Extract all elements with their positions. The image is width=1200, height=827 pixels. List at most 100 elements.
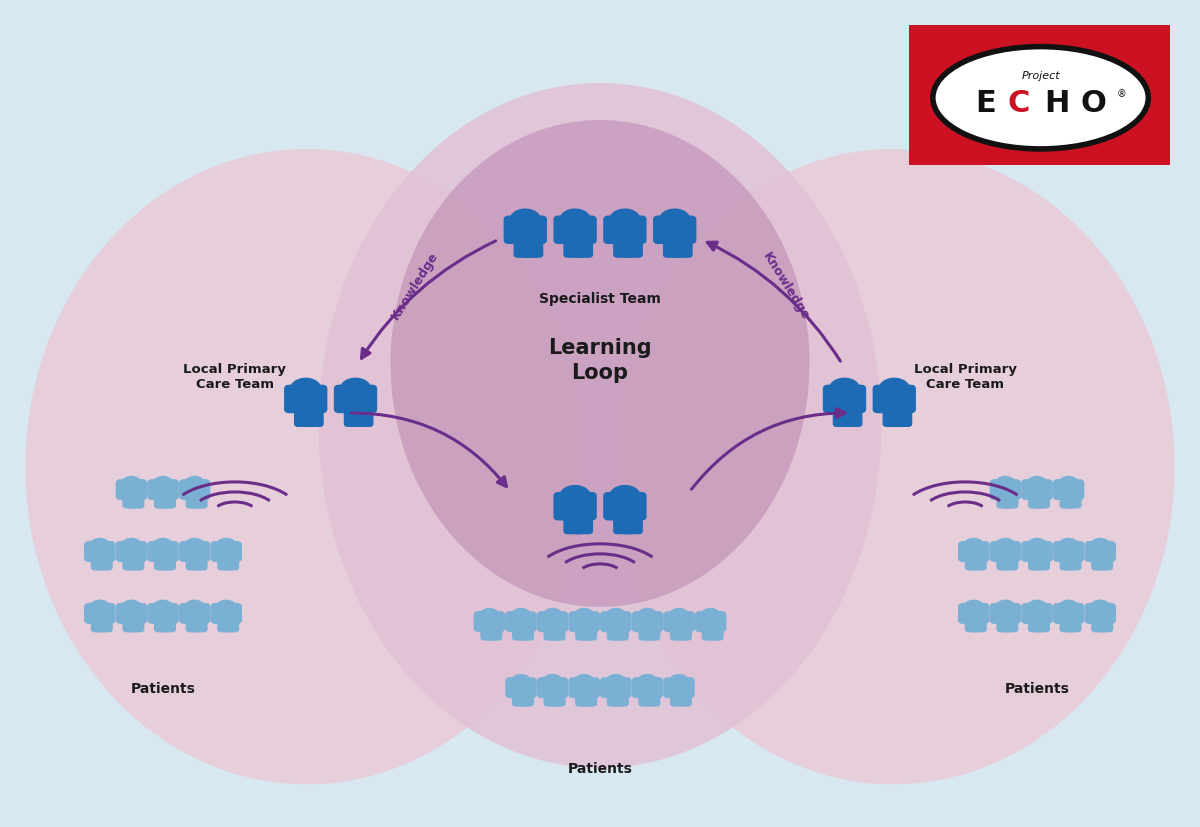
Circle shape [638, 609, 656, 622]
FancyBboxPatch shape [161, 619, 175, 632]
Circle shape [544, 675, 562, 688]
FancyBboxPatch shape [515, 239, 534, 258]
Circle shape [154, 600, 173, 614]
FancyBboxPatch shape [997, 619, 1012, 632]
Ellipse shape [932, 47, 1148, 150]
FancyBboxPatch shape [564, 515, 583, 534]
FancyBboxPatch shape [180, 604, 210, 624]
FancyBboxPatch shape [614, 239, 634, 258]
Circle shape [1060, 538, 1078, 552]
Text: H: H [1045, 89, 1070, 118]
FancyBboxPatch shape [1066, 619, 1081, 632]
FancyBboxPatch shape [518, 627, 533, 640]
FancyBboxPatch shape [523, 239, 542, 258]
FancyBboxPatch shape [550, 627, 565, 640]
FancyBboxPatch shape [601, 612, 631, 632]
Circle shape [510, 210, 540, 231]
FancyBboxPatch shape [613, 692, 628, 706]
FancyBboxPatch shape [1002, 495, 1018, 509]
FancyBboxPatch shape [576, 692, 590, 706]
FancyBboxPatch shape [304, 409, 323, 427]
Text: ®: ® [1117, 88, 1127, 99]
Circle shape [511, 609, 530, 622]
FancyBboxPatch shape [1054, 604, 1084, 624]
FancyBboxPatch shape [186, 495, 202, 509]
Circle shape [1027, 477, 1046, 490]
Circle shape [154, 477, 173, 490]
FancyBboxPatch shape [161, 557, 175, 570]
FancyBboxPatch shape [576, 627, 590, 640]
FancyBboxPatch shape [959, 542, 989, 562]
FancyBboxPatch shape [997, 557, 1012, 570]
FancyBboxPatch shape [664, 678, 694, 698]
FancyBboxPatch shape [223, 619, 239, 632]
Circle shape [829, 379, 859, 399]
FancyBboxPatch shape [892, 409, 912, 427]
FancyBboxPatch shape [155, 619, 169, 632]
FancyBboxPatch shape [572, 239, 593, 258]
FancyBboxPatch shape [512, 692, 528, 706]
FancyBboxPatch shape [640, 692, 654, 706]
FancyBboxPatch shape [506, 612, 536, 632]
FancyBboxPatch shape [834, 409, 853, 427]
FancyBboxPatch shape [874, 386, 916, 413]
FancyBboxPatch shape [614, 515, 634, 534]
FancyBboxPatch shape [161, 495, 175, 509]
FancyBboxPatch shape [344, 409, 364, 427]
Circle shape [511, 675, 530, 688]
Text: C: C [1008, 89, 1031, 118]
Circle shape [217, 600, 235, 614]
FancyBboxPatch shape [1061, 619, 1075, 632]
FancyBboxPatch shape [607, 692, 623, 706]
FancyBboxPatch shape [538, 678, 568, 698]
FancyBboxPatch shape [564, 239, 583, 258]
Circle shape [996, 600, 1015, 614]
FancyBboxPatch shape [538, 612, 568, 632]
Circle shape [660, 210, 690, 231]
Circle shape [1091, 600, 1110, 614]
FancyBboxPatch shape [1022, 604, 1052, 624]
FancyBboxPatch shape [218, 619, 233, 632]
FancyBboxPatch shape [1092, 557, 1106, 570]
Circle shape [560, 210, 590, 231]
FancyBboxPatch shape [1034, 557, 1049, 570]
FancyBboxPatch shape [632, 678, 662, 698]
FancyBboxPatch shape [632, 612, 662, 632]
FancyBboxPatch shape [883, 409, 902, 427]
FancyBboxPatch shape [990, 480, 1020, 500]
FancyBboxPatch shape [192, 495, 206, 509]
Circle shape [1060, 477, 1078, 490]
Circle shape [122, 600, 140, 614]
FancyBboxPatch shape [353, 409, 373, 427]
Text: Knowledge: Knowledge [760, 250, 811, 322]
FancyBboxPatch shape [545, 692, 559, 706]
FancyBboxPatch shape [1002, 619, 1018, 632]
FancyBboxPatch shape [604, 217, 646, 244]
Text: Local Primary
Care Team: Local Primary Care Team [913, 362, 1016, 390]
Circle shape [560, 486, 590, 507]
Circle shape [965, 538, 983, 552]
FancyBboxPatch shape [1028, 557, 1044, 570]
FancyBboxPatch shape [990, 542, 1020, 562]
FancyBboxPatch shape [85, 542, 115, 562]
FancyBboxPatch shape [124, 557, 138, 570]
Circle shape [217, 538, 235, 552]
FancyBboxPatch shape [1097, 557, 1112, 570]
FancyBboxPatch shape [116, 542, 146, 562]
Circle shape [575, 609, 594, 622]
FancyBboxPatch shape [959, 604, 989, 624]
FancyBboxPatch shape [702, 627, 718, 640]
FancyBboxPatch shape [572, 515, 593, 534]
FancyBboxPatch shape [569, 612, 599, 632]
FancyBboxPatch shape [644, 627, 660, 640]
FancyBboxPatch shape [1066, 495, 1081, 509]
FancyBboxPatch shape [128, 557, 144, 570]
FancyBboxPatch shape [671, 692, 685, 706]
Circle shape [670, 609, 689, 622]
FancyBboxPatch shape [180, 480, 210, 500]
Circle shape [670, 675, 689, 688]
FancyBboxPatch shape [696, 612, 726, 632]
FancyBboxPatch shape [997, 495, 1012, 509]
Circle shape [185, 600, 204, 614]
Circle shape [341, 379, 371, 399]
